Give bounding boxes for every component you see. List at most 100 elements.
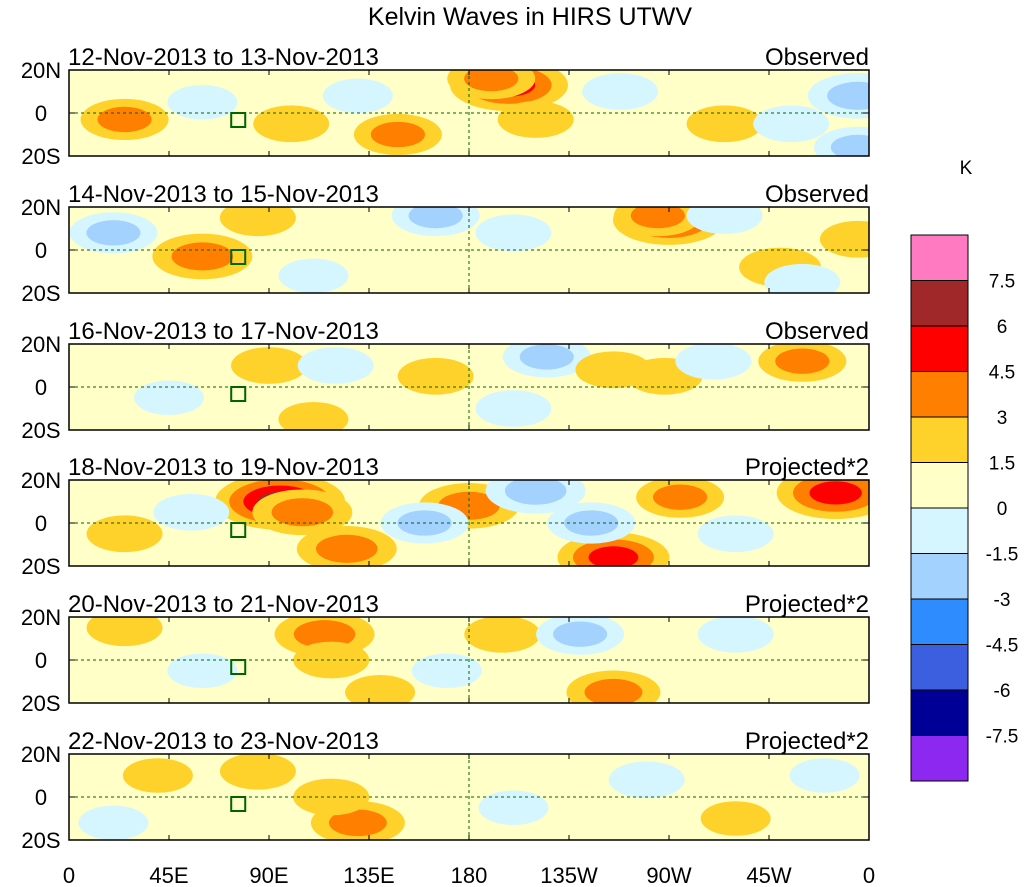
chart-title: Kelvin Waves in HIRS UTWV bbox=[368, 3, 692, 31]
anomaly-feature bbox=[613, 207, 702, 237]
y-tick-label: 20S bbox=[21, 144, 60, 169]
colorbar-swatch bbox=[910, 507, 969, 554]
anomaly-feature bbox=[411, 653, 482, 689]
contour-level bbox=[86, 515, 163, 553]
anomaly-feature bbox=[152, 233, 253, 280]
reference-box bbox=[230, 659, 247, 675]
x-tick-label: 0 bbox=[863, 863, 875, 887]
colorbar-swatch bbox=[910, 598, 969, 645]
x-tick-label: 0 bbox=[63, 863, 75, 887]
anomaly-feature bbox=[497, 101, 574, 138]
anomaly-feature bbox=[122, 758, 193, 793]
anomaly-feature bbox=[813, 126, 869, 156]
contour-level bbox=[293, 778, 370, 816]
anomaly-feature bbox=[167, 653, 238, 689]
contour-level bbox=[675, 344, 752, 380]
anomaly-feature bbox=[675, 344, 752, 380]
contour-level bbox=[653, 484, 708, 510]
anomaly-feature bbox=[485, 480, 586, 514]
contour-level bbox=[584, 678, 643, 703]
contour-level bbox=[397, 357, 474, 395]
y-tick-label: 0 bbox=[35, 101, 47, 126]
colorbar-swatch bbox=[910, 462, 969, 509]
anomaly-field bbox=[86, 617, 774, 703]
panels: 20N 0 20S 12-Nov-2013 to 13-Nov-2013 Observe… bbox=[21, 44, 870, 853]
colorbar-swatch bbox=[910, 280, 969, 327]
panel-kind: Observed bbox=[765, 318, 869, 345]
contour-level bbox=[278, 401, 349, 430]
contour-level bbox=[153, 493, 230, 531]
contour-level bbox=[316, 534, 378, 563]
colorbar-label: 4.5 bbox=[989, 363, 1015, 384]
contour-level bbox=[97, 106, 152, 133]
anomaly-feature bbox=[776, 480, 869, 519]
contour-level bbox=[167, 653, 238, 689]
colorbar-label: 7.5 bbox=[989, 272, 1015, 293]
y-tick-label: 20S bbox=[21, 281, 60, 306]
colorbar-label: -6 bbox=[994, 681, 1011, 702]
y-tick-label: 20N bbox=[21, 605, 61, 630]
contour-level bbox=[293, 641, 370, 679]
colorbar-swatch bbox=[910, 371, 969, 418]
contour-level bbox=[322, 78, 393, 114]
anomaly-feature bbox=[397, 357, 474, 395]
contour-level bbox=[608, 761, 685, 799]
x-tick-label: 180 bbox=[451, 863, 488, 887]
reference-box bbox=[230, 796, 247, 812]
anomaly-feature bbox=[252, 489, 353, 536]
panel-kind: Projected*2 bbox=[745, 454, 869, 481]
panel-date-range: 16-Nov-2013 to 17-Nov-2013 bbox=[68, 318, 379, 345]
anomaly-feature bbox=[219, 754, 296, 790]
colorbar-label: 1.5 bbox=[989, 454, 1015, 475]
x-axis: 0 45E 90E 135E 180 135W 90W 45W 0 bbox=[63, 863, 875, 887]
x-tick-label: 90E bbox=[249, 863, 288, 887]
y-tick-label: 20N bbox=[21, 195, 61, 220]
anomaly-feature bbox=[274, 617, 375, 657]
y-tick-label: 20S bbox=[21, 691, 60, 716]
anomaly-feature bbox=[78, 805, 149, 840]
colorbar-unit-label: K bbox=[960, 158, 973, 179]
anomaly-feature bbox=[86, 515, 163, 553]
anomaly-feature bbox=[296, 526, 397, 566]
anomaly-feature bbox=[566, 670, 661, 703]
anomaly-feature bbox=[478, 790, 549, 826]
contour-level bbox=[219, 754, 296, 790]
anomaly-field bbox=[134, 344, 847, 430]
contour-level bbox=[789, 758, 860, 793]
anomaly-feature bbox=[502, 344, 591, 378]
anomaly-feature bbox=[86, 617, 163, 647]
contour-level bbox=[78, 805, 149, 840]
contour-level bbox=[819, 220, 869, 258]
reference-box bbox=[230, 112, 247, 128]
anomaly-feature bbox=[608, 761, 685, 799]
anomaly-feature bbox=[464, 617, 541, 653]
anomaly-feature bbox=[636, 480, 725, 518]
colorbar-swatch bbox=[910, 735, 969, 782]
contour-level bbox=[697, 617, 774, 653]
panel-6: 20N 0 20S 22-Nov-2013 to 23-Nov-2013 Project… bbox=[21, 728, 870, 853]
anomaly-feature bbox=[686, 207, 763, 234]
contour-level bbox=[86, 617, 163, 647]
x-tick-label: 90W bbox=[646, 863, 691, 887]
anomaly-feature bbox=[153, 493, 230, 531]
anomaly-feature bbox=[297, 347, 374, 384]
anomaly-feature bbox=[700, 801, 771, 836]
y-tick-label: 20N bbox=[21, 468, 61, 493]
y-tick-label: 20N bbox=[21, 58, 61, 83]
contour-level bbox=[345, 674, 416, 703]
colorbar-label: -1.5 bbox=[986, 545, 1019, 566]
colorbar-label: 6 bbox=[997, 317, 1008, 338]
anomaly-feature bbox=[807, 73, 869, 119]
anomaly-feature bbox=[697, 515, 774, 553]
contour-level bbox=[630, 207, 685, 229]
contour-level bbox=[519, 344, 574, 370]
anomaly-feature bbox=[353, 113, 442, 156]
anomaly-feature bbox=[697, 617, 774, 653]
contour-level bbox=[297, 347, 374, 384]
anomaly-feature bbox=[753, 105, 830, 143]
x-tick-label: 135E bbox=[343, 863, 394, 887]
panel-date-range: 22-Nov-2013 to 23-Nov-2013 bbox=[68, 728, 379, 755]
anomaly-feature bbox=[134, 380, 204, 416]
contour-level bbox=[278, 258, 349, 293]
contour-level bbox=[809, 481, 862, 505]
